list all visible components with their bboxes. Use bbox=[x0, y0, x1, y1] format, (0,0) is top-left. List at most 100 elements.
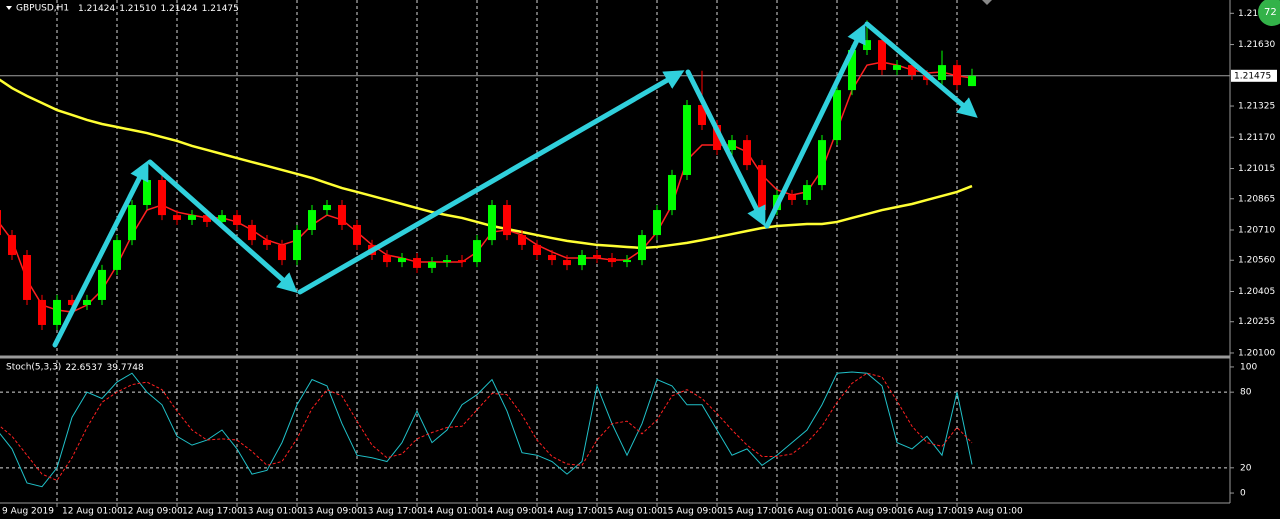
candle-body bbox=[638, 235, 646, 261]
x-tick-label: 14 Aug 01:00 bbox=[422, 507, 483, 517]
x-tick-label: 14 Aug 09:00 bbox=[482, 507, 543, 517]
candle-body bbox=[233, 215, 241, 225]
y-tick-label: 1.21015 bbox=[1238, 164, 1275, 174]
y-tick-label: 1.20560 bbox=[1238, 256, 1275, 266]
candle-body bbox=[458, 260, 466, 263]
bar-values: 1.21424 1.21510 1.21424 1.21475 bbox=[78, 4, 239, 14]
y-tick-label: 1.20710 bbox=[1238, 226, 1275, 236]
bar-value: 1.21475 bbox=[202, 4, 239, 14]
candle-body bbox=[293, 230, 301, 261]
candle-body bbox=[68, 299, 76, 305]
candle-body bbox=[968, 75, 976, 87]
y-tick-label: 1.21630 bbox=[1238, 40, 1275, 50]
candle-body bbox=[83, 299, 91, 305]
candle-body bbox=[263, 240, 271, 245]
x-tick-label: 9 Aug 2019 bbox=[2, 507, 54, 517]
candle-body bbox=[713, 124, 721, 150]
y-tick-label: 1.20255 bbox=[1238, 317, 1275, 327]
candle-body bbox=[113, 240, 121, 270]
candle-body bbox=[158, 180, 166, 216]
x-tick-label: 12 Aug 01:00 bbox=[62, 507, 123, 517]
x-tick-label: 16 Aug 01:00 bbox=[782, 507, 843, 517]
candle-body bbox=[878, 40, 886, 70]
bar-value: 1.21424 bbox=[160, 4, 197, 14]
candle-body bbox=[548, 255, 556, 261]
x-tick-label: 15 Aug 01:00 bbox=[602, 507, 663, 517]
candle-body bbox=[248, 224, 256, 241]
candle-body bbox=[98, 269, 106, 300]
candle-body bbox=[728, 140, 736, 150]
candle-body bbox=[173, 215, 181, 220]
arrow bbox=[297, 70, 685, 295]
candle-body bbox=[953, 65, 961, 86]
candle-body bbox=[443, 260, 451, 263]
candle-body bbox=[938, 65, 946, 81]
candle-body bbox=[698, 105, 706, 125]
y-tick-label: 0 bbox=[1240, 489, 1246, 499]
bar-value: 1.21510 bbox=[119, 4, 156, 14]
x-tick-label: 15 Aug 09:00 bbox=[662, 507, 723, 517]
badge-text[interactable]: 72 bbox=[1264, 7, 1277, 18]
candle-body bbox=[908, 65, 916, 75]
x-tick-label: 12 Aug 17:00 bbox=[182, 507, 243, 517]
x-tick-label: 16 Aug 17:00 bbox=[902, 507, 963, 517]
candle-body bbox=[593, 255, 601, 259]
candle-body bbox=[788, 194, 796, 200]
candle-body bbox=[563, 260, 571, 266]
trend-arrows bbox=[52, 21, 978, 348]
candle-body bbox=[398, 258, 406, 263]
candle-body bbox=[0, 210, 1, 236]
chart-title: GBPUSD,H1 bbox=[16, 4, 69, 14]
candle-body bbox=[278, 244, 286, 261]
stoch-line bbox=[0, 371, 973, 488]
badge[interactable] bbox=[1258, 0, 1280, 26]
candle-body bbox=[893, 65, 901, 70]
candle-body bbox=[623, 260, 631, 263]
candle-body bbox=[23, 255, 31, 300]
candle-body bbox=[338, 205, 346, 225]
x-tick-label: 19 Aug 01:00 bbox=[962, 507, 1023, 517]
arrow bbox=[864, 21, 978, 118]
candle-body bbox=[818, 140, 826, 186]
collapse-icon[interactable] bbox=[6, 6, 12, 10]
arrow bbox=[685, 69, 766, 227]
stoch-line bbox=[0, 372, 973, 482]
x-tick-label: 13 Aug 17:00 bbox=[362, 507, 423, 517]
y-tick-label: 1.21170 bbox=[1238, 133, 1275, 143]
y-tick-label: 20 bbox=[1240, 463, 1252, 473]
candle-body bbox=[743, 140, 751, 166]
y-tick-label: 1.21325 bbox=[1238, 102, 1275, 112]
arrow bbox=[764, 23, 866, 229]
candle-body bbox=[413, 258, 421, 268]
arrow bbox=[147, 159, 298, 293]
arrow bbox=[52, 160, 149, 348]
candle-body bbox=[218, 215, 226, 222]
x-tick-label: 15 Aug 17:00 bbox=[722, 507, 783, 517]
candle-body bbox=[488, 205, 496, 241]
x-tick-label: 12 Aug 09:00 bbox=[122, 507, 183, 517]
candle-body bbox=[608, 258, 616, 263]
indicator-title: Stoch(5,3,3) 22.6537 39.7748 bbox=[6, 363, 144, 373]
candle-body bbox=[203, 215, 211, 222]
price-box bbox=[1231, 69, 1277, 82]
moving-average bbox=[0, 78, 973, 250]
candle-body bbox=[803, 185, 811, 200]
indicator-value: 39.7748 bbox=[107, 363, 144, 373]
bar-value: 1.21424 bbox=[78, 4, 115, 14]
candle-body bbox=[428, 262, 436, 268]
candle-body bbox=[188, 215, 196, 220]
candle-body bbox=[383, 255, 391, 263]
candle-body bbox=[518, 235, 526, 245]
y-tick-label: 1.217 bbox=[1238, 9, 1264, 19]
candle-body bbox=[53, 299, 61, 325]
x-tick-label: 13 Aug 09:00 bbox=[302, 507, 363, 517]
candle-body bbox=[833, 90, 841, 141]
candle-body bbox=[863, 40, 871, 50]
candle-body bbox=[353, 224, 361, 245]
candle-body bbox=[653, 210, 661, 236]
candle-body bbox=[473, 240, 481, 263]
candle-body bbox=[668, 174, 676, 211]
